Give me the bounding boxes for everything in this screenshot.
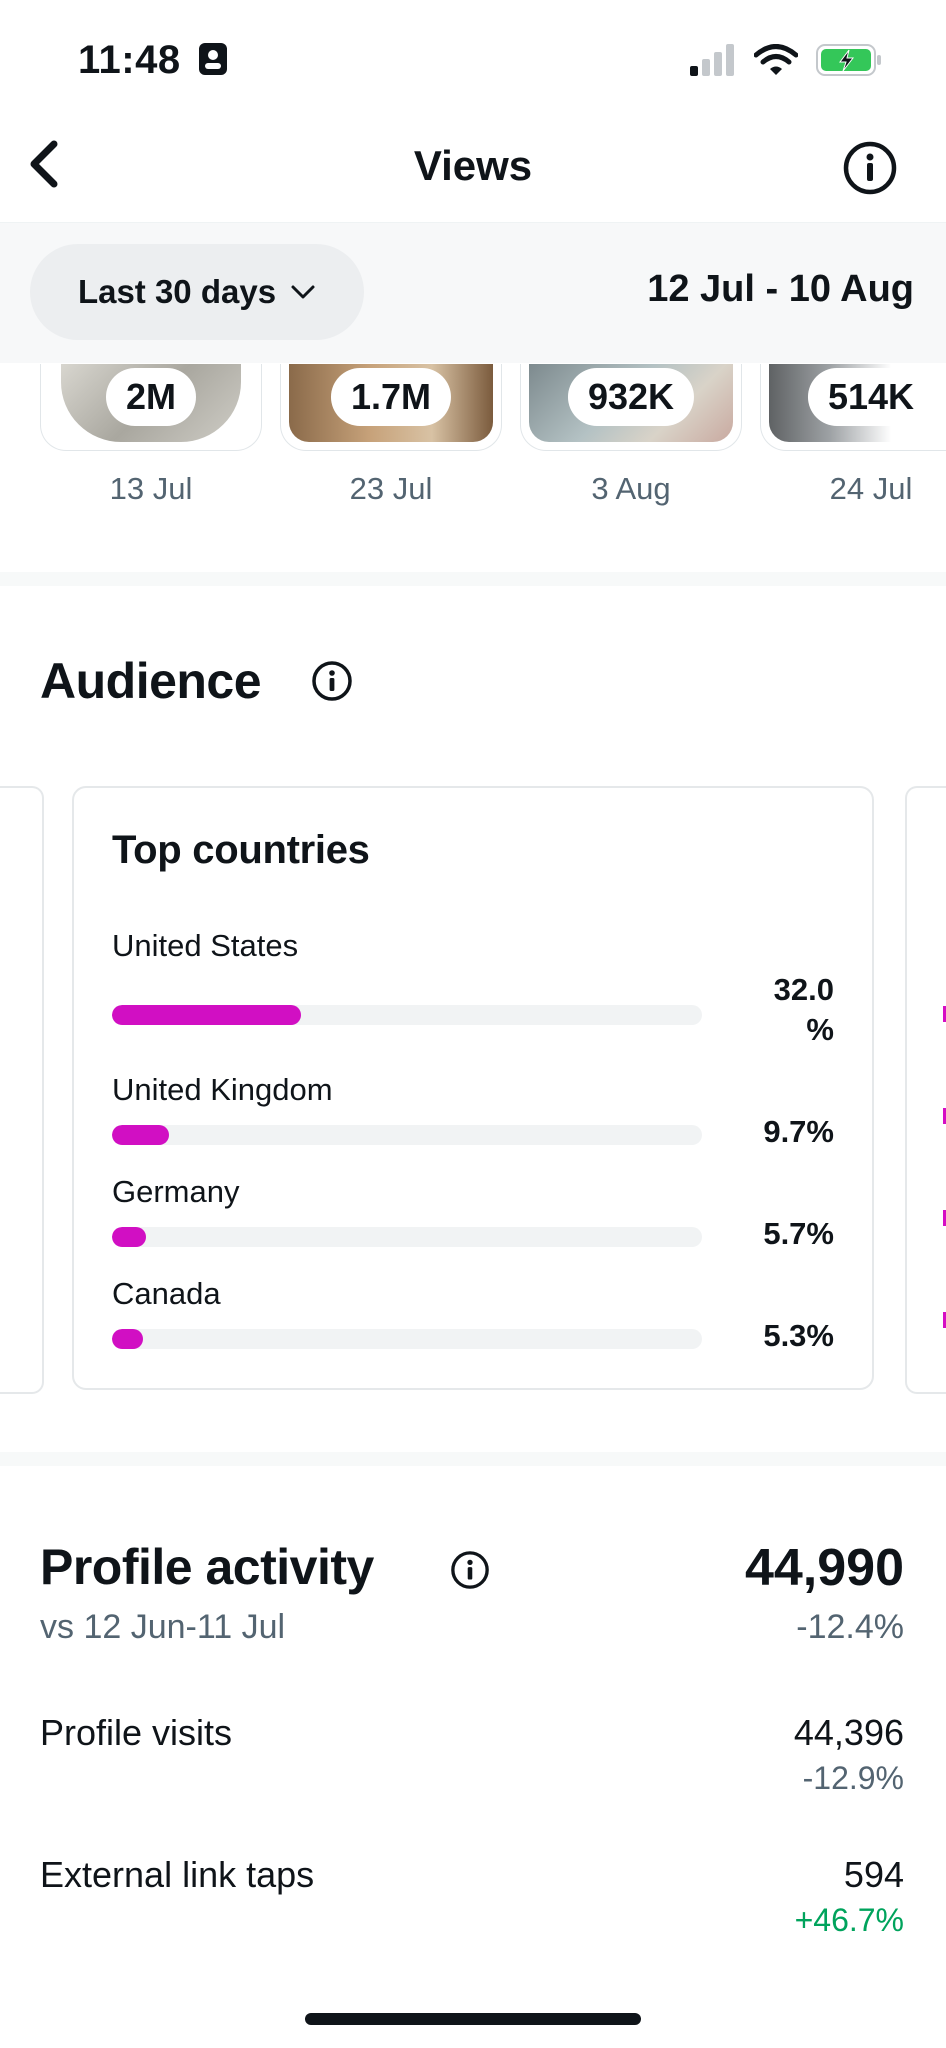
signal-icon [690, 44, 734, 76]
post-thumbnail: 2M [40, 364, 262, 451]
status-time: 11:48 [78, 38, 228, 83]
profile-activity-info-button[interactable] [450, 1550, 490, 1590]
post-thumbnail: 514K [760, 364, 946, 451]
section-divider [0, 572, 946, 586]
country-name: United Kingdom [112, 1072, 333, 1107]
post-date: 13 Jul [109, 471, 193, 506]
country-percent: 5.7% [763, 1216, 834, 1251]
date-range-dropdown-label: Last 30 days [77, 273, 277, 310]
post-thumbnail: 1.7M [280, 364, 502, 451]
country-name: Canada [112, 1276, 221, 1311]
top-post-card[interactable]: 932K 3 Aug [520, 364, 742, 507]
top-countries-title: Top countries [112, 828, 370, 872]
bar-fill [943, 1006, 946, 1022]
section-divider [0, 1452, 946, 1466]
metric-change-profile-visits: -12.9% [802, 1760, 904, 1796]
post-date: 3 Aug [591, 471, 671, 506]
comparison-period: vs 12 Jun-11 Jul [40, 1608, 286, 1646]
header-divider [0, 222, 946, 223]
country-name: Germany [112, 1174, 240, 1209]
audience-info-button[interactable] [311, 660, 353, 702]
id-badge-icon [199, 43, 228, 75]
info-button[interactable] [842, 140, 898, 196]
date-range-dropdown[interactable]: Last 30 days [30, 244, 364, 340]
home-indicator[interactable] [305, 2013, 641, 2025]
profile-activity-title: Profile activity [40, 1539, 374, 1595]
post-date: 23 Jul [349, 471, 433, 506]
metric-value-external-link-taps: 594 [843, 1854, 904, 1895]
top-posts-strip[interactable]: 2M 13 Jul 1.7M 23 Jul 932K 3 Aug 514K 24… [0, 364, 946, 574]
country-bar [112, 1125, 702, 1145]
status-icons [690, 44, 882, 76]
country-bar-fill [112, 1227, 146, 1247]
top-post-card[interactable]: 2M 13 Jul [40, 364, 262, 507]
country-name: United States [112, 928, 299, 963]
date-range-text: 12 Jul - 10 Aug [647, 268, 914, 310]
country-bar-fill [112, 1005, 301, 1025]
post-views-badge: 2M [105, 368, 197, 426]
top-post-card[interactable]: 1.7M 23 Jul [280, 364, 502, 507]
country-percent: 32.0 % [773, 972, 834, 1047]
metric-value-profile-visits: 44,396 [793, 1712, 904, 1753]
country-percent: 9.7% [763, 1114, 834, 1149]
post-views-badge: 1.7M [330, 368, 452, 426]
info-icon [451, 1551, 489, 1589]
audience-card-previous[interactable] [0, 786, 44, 1394]
post-date: 24 Jul [829, 471, 913, 506]
back-chevron-icon [30, 140, 58, 188]
metric-label-profile-visits: Profile visits [40, 1712, 233, 1753]
audience-card-next[interactable] [905, 786, 946, 1394]
post-views-badge: 932K [567, 368, 695, 426]
metric-change-external-link-taps: +46.7% [794, 1902, 904, 1938]
country-bar [112, 1005, 702, 1025]
bar-fill [943, 1210, 946, 1226]
info-icon [312, 661, 352, 701]
metric-label-external-link-taps: External link taps [40, 1854, 315, 1895]
profile-activity-change: -12.4% [796, 1608, 904, 1646]
info-icon [843, 141, 897, 195]
wifi-icon [754, 44, 798, 75]
country-bar-fill [112, 1329, 144, 1349]
audience-title: Audience [40, 653, 262, 709]
country-bar-fill [112, 1125, 170, 1145]
back-button[interactable] [18, 134, 78, 194]
post-thumbnail: 932K [520, 364, 742, 451]
chevron-down-icon [291, 285, 315, 299]
bar-fill [943, 1312, 946, 1328]
profile-activity-total: 44,990 [744, 1539, 904, 1597]
battery-charging-icon [816, 44, 881, 76]
top-post-card[interactable]: 514K 24 Jul [760, 364, 946, 507]
country-bar [112, 1227, 702, 1247]
bar-fill [943, 1108, 946, 1124]
page-title: Views [413, 142, 533, 189]
country-percent: 5.3% [763, 1318, 834, 1353]
country-bar [112, 1329, 702, 1349]
post-views-badge: 514K [807, 368, 935, 426]
top-countries-card: Top countries United States 32.0 % Unite… [72, 786, 874, 1390]
